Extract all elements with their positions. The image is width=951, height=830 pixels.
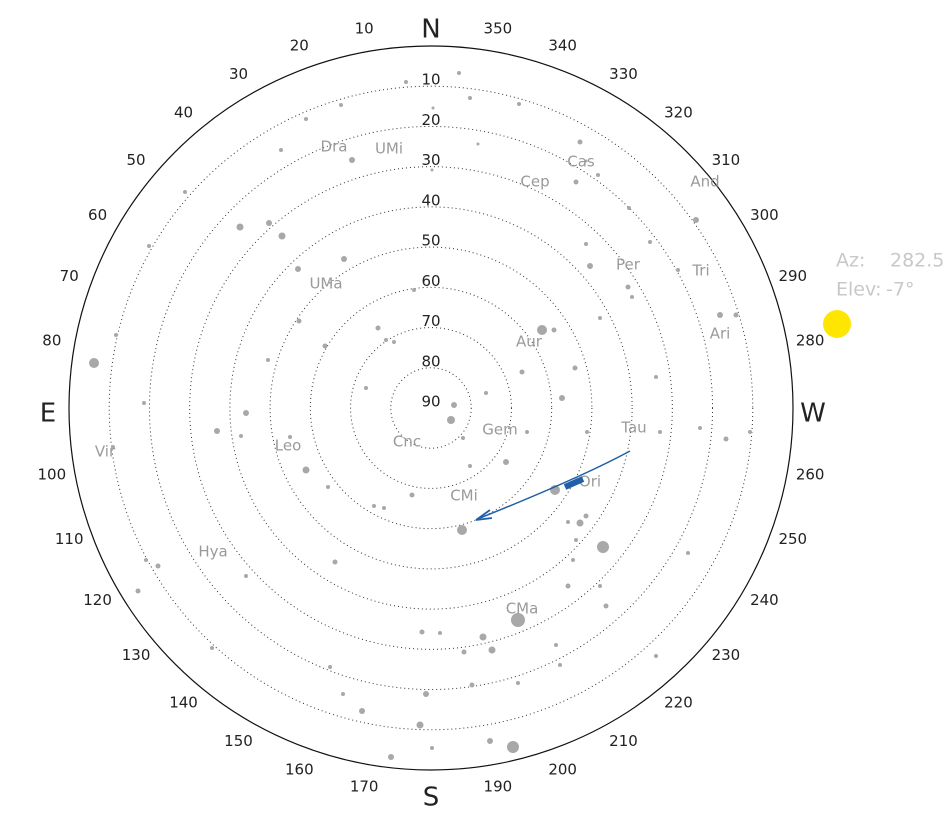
azimuth-label: 120 bbox=[83, 591, 112, 609]
azimuth-label: 130 bbox=[122, 646, 151, 664]
az-label: Az: bbox=[836, 250, 865, 272]
constellation-label: Cas bbox=[567, 153, 595, 171]
trajectory-segment bbox=[563, 476, 585, 490]
trajectory-line bbox=[479, 450, 631, 519]
elevation-circle bbox=[269, 246, 593, 570]
azimuth-label: 10 bbox=[355, 19, 374, 37]
elevation-label: 50 bbox=[421, 232, 440, 250]
constellation-label: Tri bbox=[691, 262, 709, 280]
azimuth-label: 40 bbox=[174, 104, 193, 122]
elevation-circle bbox=[309, 286, 553, 530]
elevation-label: 30 bbox=[421, 151, 440, 169]
azimuth-label: 110 bbox=[55, 530, 84, 548]
constellation-label: Gem bbox=[482, 421, 517, 439]
azimuth-label: 50 bbox=[127, 151, 146, 169]
constellation-label: Aur bbox=[516, 333, 543, 351]
azimuth-label: 230 bbox=[712, 646, 741, 664]
elevation-circle bbox=[108, 85, 754, 731]
azimuth-label: 70 bbox=[60, 267, 79, 285]
azimuth-label: 340 bbox=[548, 37, 577, 55]
constellation-label: UMi bbox=[375, 140, 403, 158]
constellation-label: Ori bbox=[579, 473, 601, 491]
azimuth-label: 290 bbox=[778, 267, 807, 285]
azimuth-label: 350 bbox=[484, 19, 513, 37]
constellation-label: CMa bbox=[506, 600, 539, 618]
elevation-label: 10 bbox=[421, 71, 440, 89]
cardinal-n: N bbox=[421, 15, 440, 45]
azimuth-label: 220 bbox=[664, 693, 693, 711]
elevation-circle bbox=[148, 125, 714, 691]
azimuth-label: 30 bbox=[229, 65, 248, 83]
elevation-circle bbox=[390, 367, 472, 449]
elevation-circle bbox=[350, 327, 512, 489]
azimuth-label: 260 bbox=[796, 465, 825, 483]
constellation-label: UMa bbox=[309, 275, 342, 293]
trajectory-arrowhead bbox=[475, 509, 493, 521]
constellation-label: Hya bbox=[198, 543, 227, 561]
elevation-label: 20 bbox=[421, 111, 440, 129]
stars bbox=[89, 71, 752, 760]
azimuth-label: 80 bbox=[42, 332, 61, 350]
trajectory bbox=[475, 450, 631, 521]
azimuth-label: 140 bbox=[169, 693, 198, 711]
azimuth-label: 190 bbox=[484, 778, 513, 796]
constellation-label: And bbox=[690, 173, 719, 191]
constellation-label: Tau bbox=[620, 419, 646, 437]
elevation-circle bbox=[229, 206, 633, 610]
azimuth-label: 150 bbox=[224, 732, 253, 750]
elevation-label: 70 bbox=[421, 312, 440, 330]
constellation-label: Cep bbox=[520, 173, 549, 191]
constellation-labels: Dra UMi Cas Cep And Tri Per UMa Ari Aur … bbox=[95, 138, 730, 618]
constellation-label: CMi bbox=[450, 487, 478, 505]
azimuth-label: 320 bbox=[664, 104, 693, 122]
elevation-label: 80 bbox=[421, 352, 440, 370]
azimuth-label: 300 bbox=[750, 206, 779, 224]
azimuth-label: 170 bbox=[350, 778, 379, 796]
azimuth-label: 160 bbox=[285, 760, 314, 778]
azimuth-label: 200 bbox=[548, 760, 577, 778]
azimuth-label: 210 bbox=[609, 732, 638, 750]
constellation-label: Ari bbox=[710, 325, 731, 343]
elev-label: Elev: bbox=[836, 279, 882, 301]
cardinal-e: E bbox=[40, 399, 56, 429]
azimuth-label: 20 bbox=[290, 37, 309, 55]
azimuth-label: 310 bbox=[712, 151, 741, 169]
azimuth-label: 280 bbox=[796, 332, 825, 350]
azimuth-label: 250 bbox=[778, 530, 807, 548]
elevation-label: 60 bbox=[421, 272, 440, 290]
cardinal-w: W bbox=[800, 399, 826, 429]
azimuth-label: 330 bbox=[609, 65, 638, 83]
cardinal-s: S bbox=[423, 783, 440, 813]
constellation-label: Per bbox=[616, 256, 641, 274]
azimuth-label: 240 bbox=[750, 591, 779, 609]
elevation-label: 40 bbox=[421, 191, 440, 209]
elevation-label: 90 bbox=[421, 393, 440, 411]
sun bbox=[823, 310, 851, 338]
constellation-label: Cnc bbox=[393, 433, 421, 451]
azimuth-label: 60 bbox=[88, 206, 107, 224]
constellation-label: Dra bbox=[321, 138, 348, 156]
constellation-label: Leo bbox=[275, 437, 302, 455]
horizon-circle bbox=[68, 45, 794, 771]
constellation-label: Vir bbox=[95, 443, 116, 461]
elev-value: -7° bbox=[886, 279, 914, 301]
azimuth-label: 100 bbox=[38, 465, 67, 483]
az-value: 282.5 bbox=[890, 250, 944, 272]
elevation-circle bbox=[189, 166, 673, 650]
